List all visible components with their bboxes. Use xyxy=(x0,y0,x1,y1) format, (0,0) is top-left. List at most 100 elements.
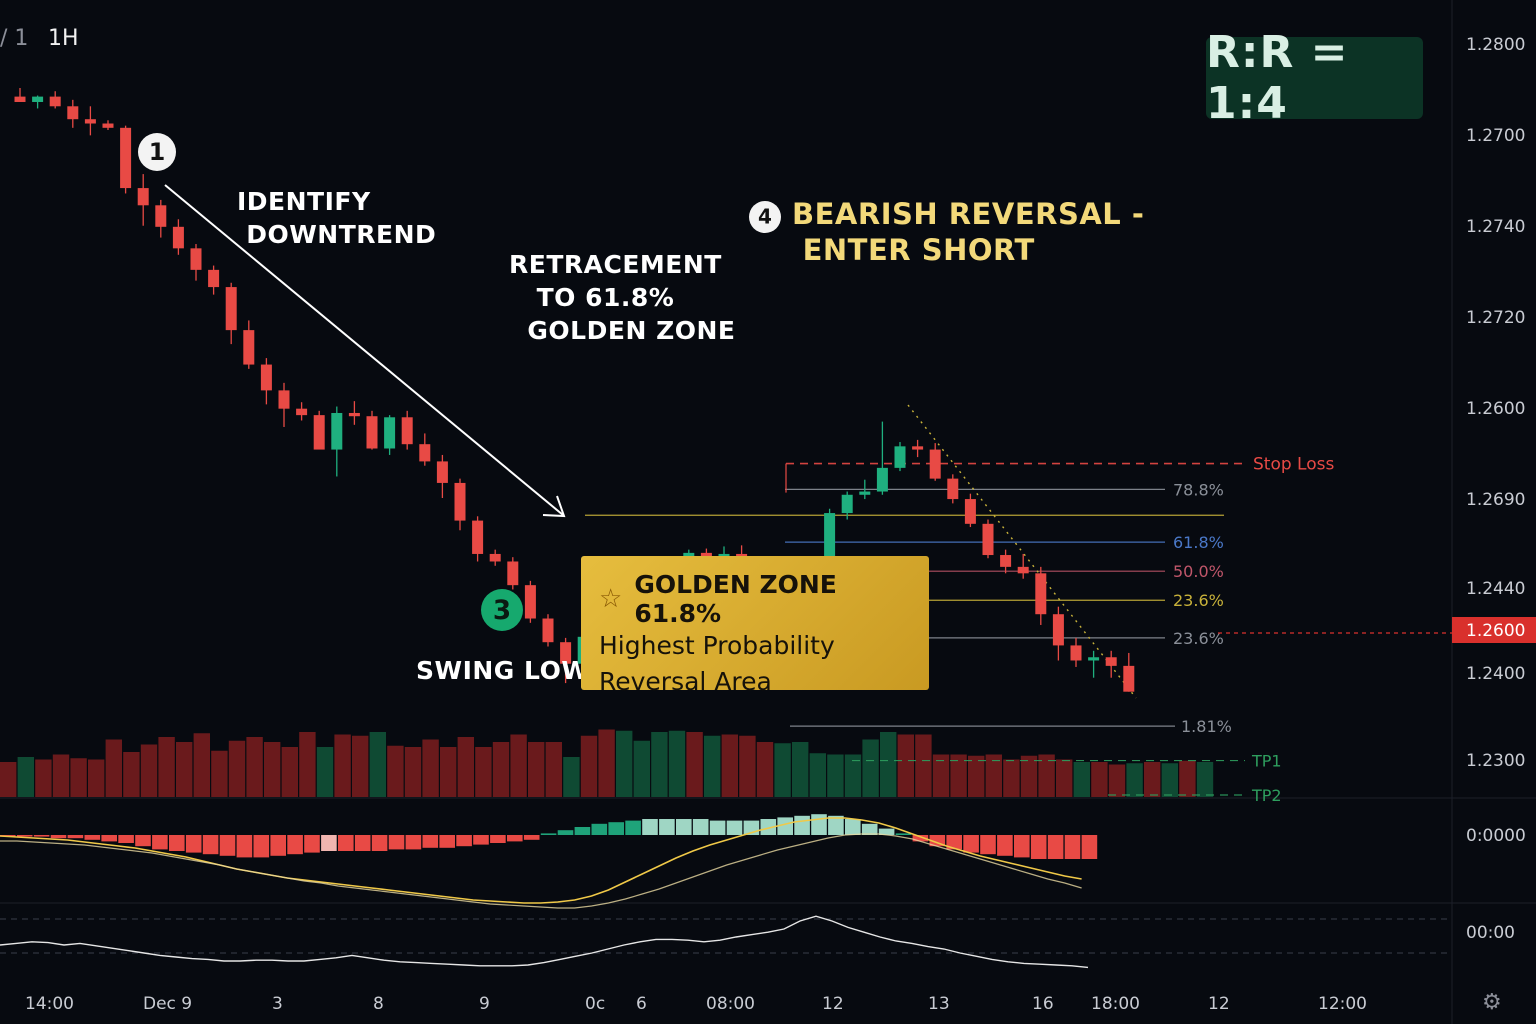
macd-histogram-bar xyxy=(236,835,253,858)
macd-histogram-bar xyxy=(861,823,878,835)
time-axis-label: 16 xyxy=(1032,994,1054,1014)
time-axis-label: 8 xyxy=(373,994,384,1014)
golden-zone-line1: Highest Probability xyxy=(599,631,835,660)
candle-body xyxy=(964,499,976,524)
bearish-reversal-label: BEARISH REVERSAL - ENTER SHORT xyxy=(792,197,1145,267)
candle-body xyxy=(489,553,501,562)
macd-histogram-bar xyxy=(456,835,472,847)
macd-signal-line xyxy=(0,833,1082,909)
volume-bar xyxy=(915,734,932,797)
volume-bar xyxy=(510,734,527,797)
fib-level-label: Stop Loss xyxy=(1253,455,1334,475)
candle-body xyxy=(102,123,114,128)
macd-histogram-bar xyxy=(1081,835,1098,859)
price-axis-label: 1.2600 xyxy=(1466,399,1525,419)
price-axis-label: 1.2720 xyxy=(1466,308,1525,328)
volume-bar xyxy=(246,737,263,797)
candle-body xyxy=(419,444,431,462)
step4-badge-circle xyxy=(749,201,781,233)
volume-bar xyxy=(404,747,422,797)
volume-bar xyxy=(774,743,791,797)
candle-body xyxy=(120,127,132,189)
candle-body xyxy=(1088,657,1100,661)
fib-level-label: 23.6% xyxy=(1173,591,1224,610)
candle-body xyxy=(331,412,343,450)
macd-histogram-bar xyxy=(67,835,84,839)
fib-level-label: TP1 xyxy=(1251,752,1282,771)
candle-body xyxy=(1105,657,1117,666)
volume-bar xyxy=(985,754,1002,797)
volume-bar xyxy=(704,735,721,797)
macd-histogram-bar xyxy=(185,835,202,853)
fib-level-label: 61.8% xyxy=(1173,533,1224,552)
volume-bar xyxy=(176,742,193,797)
candle-body xyxy=(947,478,959,500)
candle-body xyxy=(1000,555,1012,567)
candle-body xyxy=(348,412,360,417)
macd-histogram-bar xyxy=(608,822,624,835)
macd-histogram-bar xyxy=(388,835,405,850)
macd-histogram-bar xyxy=(101,835,117,842)
volume-bar xyxy=(809,753,826,797)
volume-bar xyxy=(598,729,615,797)
volume-bar xyxy=(0,762,17,797)
fib-level-label: 50.0% xyxy=(1173,562,1224,581)
candle-body xyxy=(384,417,396,449)
candle-body xyxy=(841,494,853,514)
volume-bar xyxy=(35,759,52,797)
volume-bar xyxy=(1108,764,1126,797)
risk-reward-badge: R:R = 1:4 xyxy=(1206,27,1423,129)
gear-icon[interactable]: ⚙ xyxy=(1482,990,1502,1015)
candle-body xyxy=(313,415,325,450)
symbol-label[interactable]: / 1 xyxy=(0,26,29,51)
volume-bar xyxy=(932,754,950,797)
macd-histogram-bar xyxy=(709,820,726,835)
macd-histogram-bar xyxy=(794,815,810,835)
volume-bar xyxy=(70,758,87,797)
candle-body xyxy=(1123,665,1135,692)
volume-bar xyxy=(123,752,140,797)
volume-bar xyxy=(492,742,510,797)
macd-histogram-bar xyxy=(1064,835,1081,859)
macd-histogram-bar xyxy=(997,835,1013,856)
volume-bar xyxy=(1196,762,1214,797)
timeframe-button[interactable]: 1H xyxy=(48,26,79,51)
time-axis-label: 08:00 xyxy=(706,994,755,1014)
candle-body xyxy=(982,523,994,556)
volume-bar xyxy=(1073,762,1090,797)
macd-histogram-bar xyxy=(473,835,489,845)
volume-bar xyxy=(228,740,246,797)
price-axis-label: 1.2700 xyxy=(1466,126,1525,146)
macd-histogram-bar xyxy=(625,820,641,835)
macd-histogram-bar xyxy=(676,819,692,835)
macd-histogram-bar xyxy=(980,835,996,855)
time-axis-label: 3 xyxy=(272,994,283,1014)
volume-bar xyxy=(844,754,862,797)
macd-histogram-bar xyxy=(371,835,388,851)
macd-histogram-bar xyxy=(439,835,455,848)
volume-bar xyxy=(1020,755,1038,797)
volume-bar xyxy=(1038,754,1055,797)
volume-bar xyxy=(528,742,545,797)
volume-bar xyxy=(440,747,457,797)
macd-histogram-bar xyxy=(33,835,50,837)
volume-bar xyxy=(264,742,281,797)
volume-bar xyxy=(580,735,598,797)
candle-body xyxy=(366,416,378,449)
volume-bar xyxy=(950,754,967,797)
volume-bar xyxy=(140,744,158,797)
volume-bar xyxy=(1056,759,1073,797)
macd-axis-label: 0:0000 xyxy=(1466,826,1526,846)
volume-bar xyxy=(105,739,122,797)
volume-bar xyxy=(422,739,439,797)
volume-bar xyxy=(1144,762,1161,797)
volume-bar xyxy=(563,757,580,797)
macd-line xyxy=(0,817,1082,904)
identify-downtrend-label: IDENTIFY DOWNTREND xyxy=(237,187,437,249)
volume-bar xyxy=(281,747,298,797)
time-axis-label: 12 xyxy=(1208,994,1230,1014)
macd-histogram-bar xyxy=(845,819,861,835)
macd-histogram-bar xyxy=(557,830,574,835)
candle-body xyxy=(401,417,413,445)
